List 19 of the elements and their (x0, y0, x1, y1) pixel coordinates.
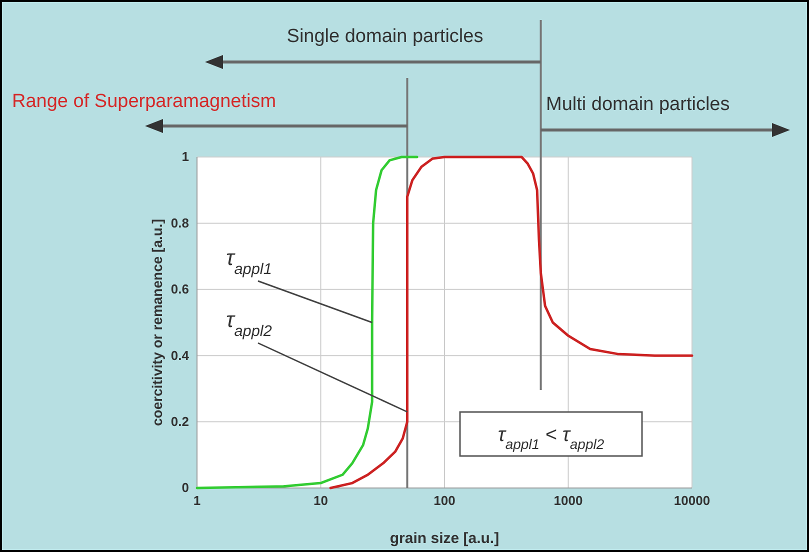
x-tick-label: 10 (314, 493, 328, 508)
x-tick-label: 100 (434, 493, 456, 508)
annotation: τ$_{appl2}$ (226, 307, 272, 340)
x-axis-title: grain size [a.u.] (390, 530, 500, 547)
y-tick-label: 1 (182, 149, 189, 164)
y-tick-label: 0.6 (170, 282, 189, 297)
text: Range of Superparamagnetism (12, 91, 276, 112)
annotation: τ$_{appl1}$ < τ$_{appl2}$ (498, 424, 604, 452)
y-tick-label: 0.8 (170, 215, 189, 230)
text: Single domain particles (286, 26, 484, 47)
x-tick-label: 1 (193, 493, 201, 508)
y-axis-title: coercitivity or remanence [a.u.] (149, 219, 165, 426)
x-tick-label: 1000 (554, 493, 583, 508)
y-tick-label: 0 (182, 480, 189, 496)
y-tick-label: 0.2 (170, 414, 189, 429)
text: Multi domain particles (546, 94, 730, 115)
annotation: τ$_{appl1}$ (226, 245, 272, 278)
x-tick-label: 10000 (674, 493, 710, 508)
y-tick-label: 0.4 (170, 348, 190, 363)
